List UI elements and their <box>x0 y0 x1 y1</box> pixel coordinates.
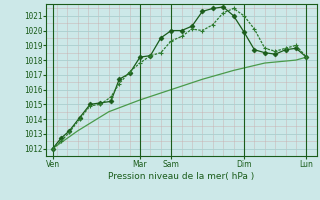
X-axis label: Pression niveau de la mer( hPa ): Pression niveau de la mer( hPa ) <box>108 172 255 181</box>
